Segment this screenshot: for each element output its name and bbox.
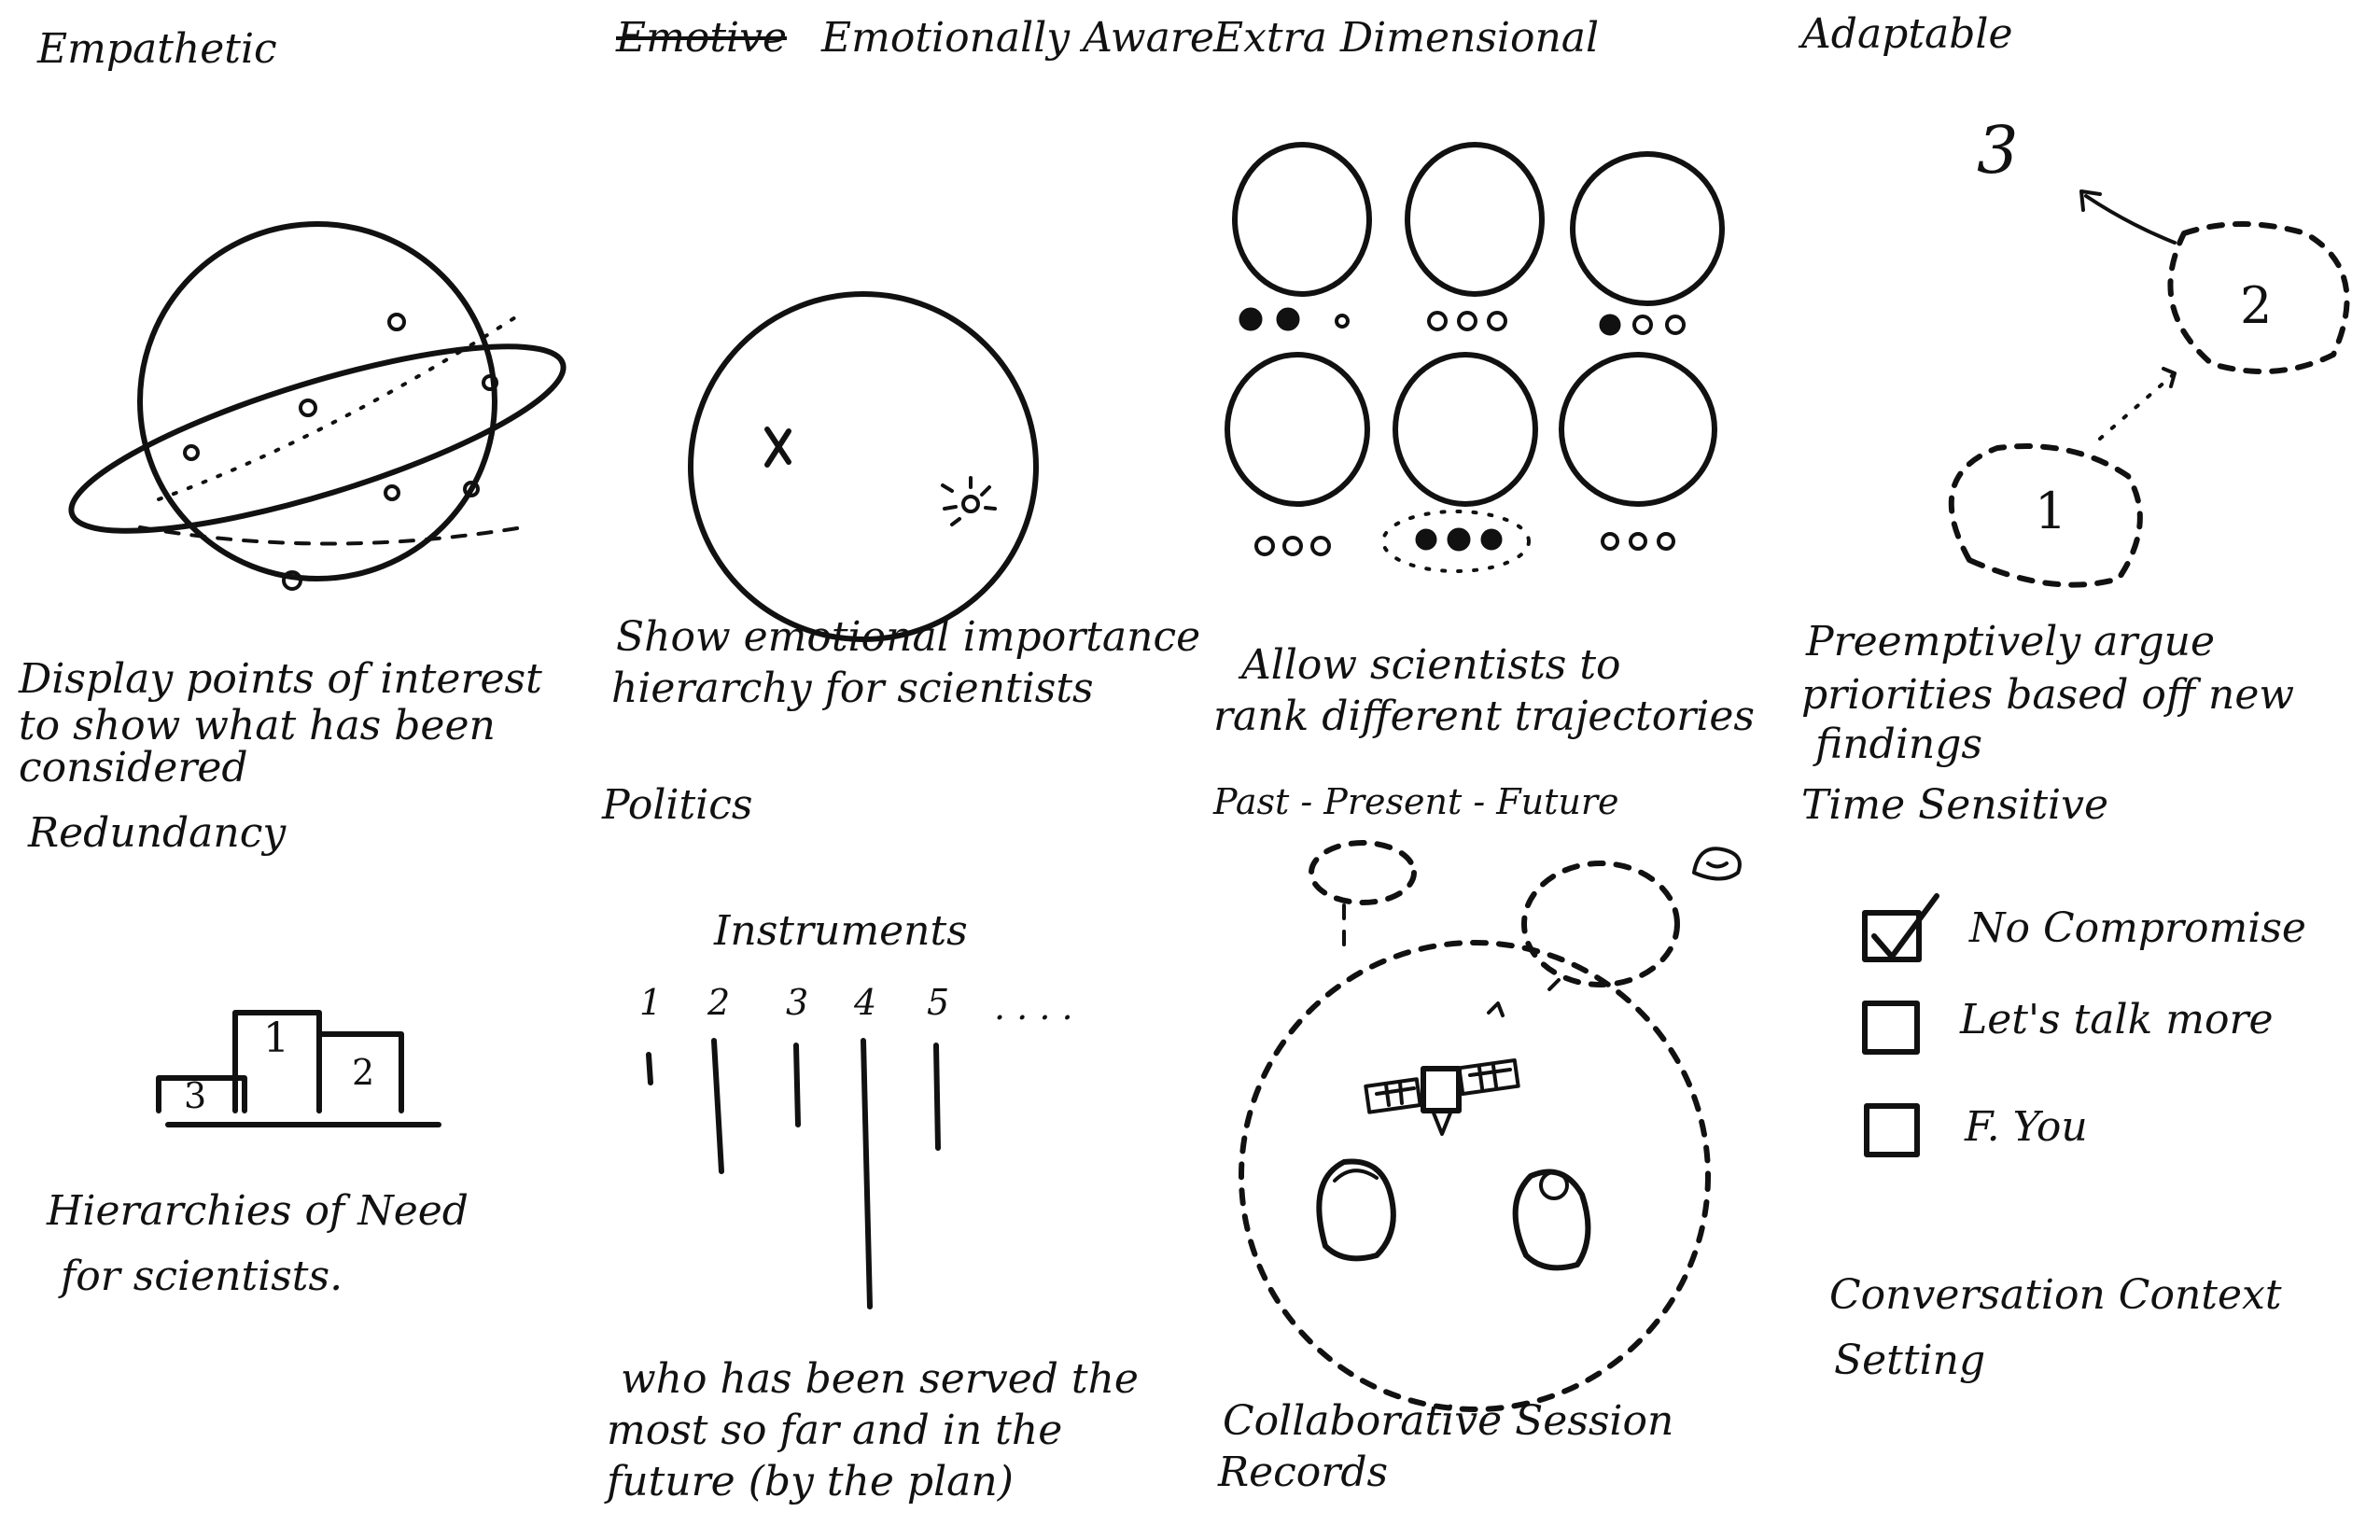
section-past-present-future: Past - Present - Future xyxy=(1213,781,1619,822)
instrument-number-4: 4 xyxy=(854,982,877,1023)
collaborative-sketch xyxy=(1239,840,1742,1412)
instrument-number-1: 1 xyxy=(639,982,663,1023)
instruments-bars xyxy=(646,1038,941,1309)
caption-adaptable-3: findings xyxy=(1815,721,1983,768)
checkbox-group xyxy=(1862,893,1939,1157)
option-no-compromise-label: No Compromise xyxy=(1969,904,2306,952)
section-time-sensitive: Time Sensitive xyxy=(1801,781,2108,829)
trajectory-grid-sketch xyxy=(1225,142,1725,573)
adaptable-node-2: 2 xyxy=(2240,276,2273,335)
instruments-label: Instruments xyxy=(714,907,968,955)
title-emotive-struck: Emotive xyxy=(616,14,787,62)
caption-politics-1: who has been served the xyxy=(621,1355,1139,1403)
caption-time-sensitive-1: Conversation Context xyxy=(1829,1271,2282,1319)
section-redundancy: Redundancy xyxy=(28,809,287,857)
option-lets-talk-more-label: Let's talk more xyxy=(1960,996,2274,1043)
caption-politics-2: most so far and in the xyxy=(607,1407,1063,1454)
podium-sketch xyxy=(156,1010,441,1127)
title-emotionally-aware: Emotionally Aware xyxy=(821,14,1214,62)
caption-time-sensitive-2: Setting xyxy=(1834,1337,1986,1384)
instrument-number-3: 3 xyxy=(786,982,809,1023)
caption-emotional-1: Show emotional importance xyxy=(616,613,1201,661)
caption-extra-1: Allow scientists to xyxy=(1241,641,1621,689)
checkbox-f-you[interactable] xyxy=(1864,1103,1920,1157)
instrument-ellipsis: . . . . xyxy=(994,987,1073,1028)
podium-second: 2 xyxy=(352,1052,375,1093)
caption-empathetic-3: considered xyxy=(19,744,248,791)
caption-empathetic-2: to show what has been xyxy=(19,702,496,749)
option-f-you-label: F. You xyxy=(1965,1103,2088,1151)
caption-politics-3: future (by the plan) xyxy=(607,1458,1014,1505)
caption-redundancy-2: for scientists. xyxy=(61,1253,343,1300)
section-politics: Politics xyxy=(602,781,753,829)
caption-redundancy-1: Hierarchies of Need xyxy=(47,1187,469,1235)
instrument-number-2: 2 xyxy=(707,982,731,1023)
title-adaptable: Adaptable xyxy=(1801,10,2013,58)
checkbox-no-compromise[interactable] xyxy=(1862,910,1922,962)
planet-sketch xyxy=(68,221,567,591)
caption-ppf-1: Collaborative Session xyxy=(1223,1397,1674,1445)
adaptable-node-1: 1 xyxy=(2035,482,2067,540)
title-empathetic: Empathetic xyxy=(37,25,277,73)
adaptable-node-3: 3 xyxy=(1977,112,2019,189)
emotion-globe-sketch xyxy=(688,291,1039,642)
instrument-number-5: 5 xyxy=(927,982,950,1023)
title-extra-dimensional: Extra Dimensional xyxy=(1213,14,1600,62)
checkbox-lets-talk-more[interactable] xyxy=(1862,1001,1920,1055)
caption-adaptable-2: priorities based off new xyxy=(1801,671,2295,719)
caption-adaptable-1: Preemptively argue xyxy=(1806,618,2215,665)
caption-emotional-2: hierarchy for scientists xyxy=(611,665,1094,712)
caption-empathetic-1: Display points of interest xyxy=(19,655,542,703)
podium-first: 1 xyxy=(263,1015,289,1062)
podium-third: 3 xyxy=(184,1075,207,1116)
caption-ppf-2: Records xyxy=(1218,1449,1389,1496)
adaptable-sketch xyxy=(1948,189,2350,588)
caption-extra-2: rank different trajectories xyxy=(1213,693,1755,740)
